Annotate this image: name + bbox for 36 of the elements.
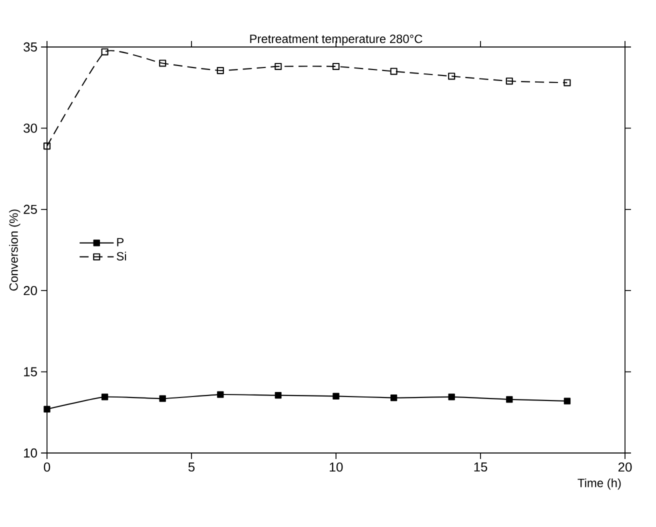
point — [390, 394, 398, 402]
point — [159, 60, 166, 67]
point — [564, 79, 571, 86]
point — [44, 406, 50, 412]
x-tick-label: 15 — [474, 462, 488, 472]
y-tick-label: 25 — [24, 204, 37, 214]
point — [217, 391, 224, 398]
point — [332, 62, 340, 70]
point — [564, 398, 571, 404]
point — [101, 48, 108, 56]
y-axis-title: Conversion (%) — [9, 210, 20, 291]
point — [43, 142, 51, 150]
x-tick-label: 10 — [330, 462, 343, 472]
y-tick-label: 20 — [24, 286, 37, 296]
x-tick-label: 20 — [618, 462, 632, 472]
x-tick-label: 0 — [44, 462, 50, 472]
point — [332, 392, 340, 400]
legend-label: Si — [116, 252, 126, 261]
x-tick-label: 5 — [188, 462, 195, 472]
y-tick-label: 15 — [24, 367, 37, 376]
point — [448, 394, 455, 400]
point — [274, 62, 282, 70]
point — [448, 72, 456, 80]
point — [274, 392, 282, 399]
y-tick-label: 10 — [24, 448, 37, 458]
point — [216, 67, 224, 74]
point — [159, 395, 166, 402]
chart-title: Pretreatment temperature 280°C — [250, 34, 422, 46]
y-tick-label: 35 — [24, 42, 37, 52]
x-axis-title: Time (h) — [578, 478, 621, 490]
point — [506, 78, 513, 85]
point — [101, 394, 108, 400]
point — [390, 68, 398, 75]
y-tick-label: 30 — [24, 124, 37, 133]
point — [506, 396, 513, 403]
legend-label: P — [117, 238, 124, 246]
